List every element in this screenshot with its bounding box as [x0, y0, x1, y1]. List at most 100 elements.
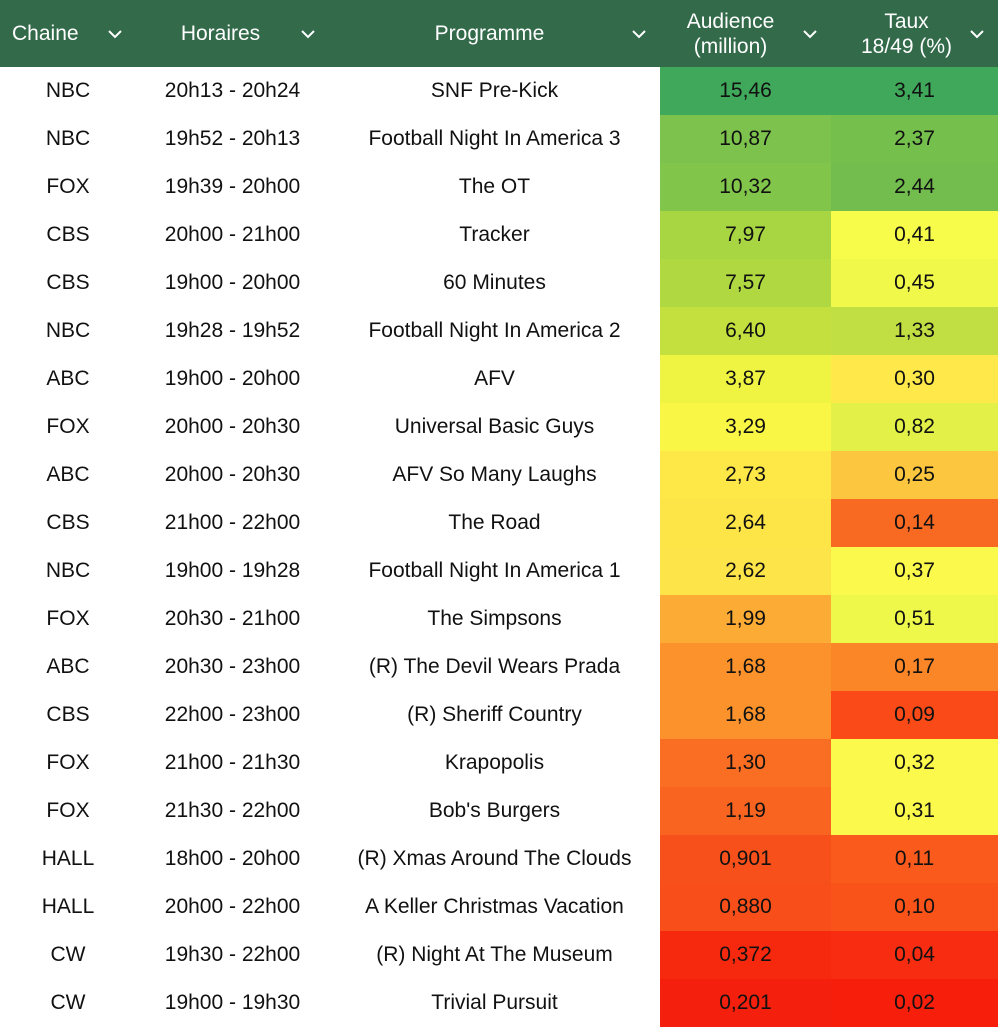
table-row: NBC 19h28 - 19h52 Football Night In Americ…: [0, 307, 998, 355]
cell-audience: 15,46: [660, 67, 831, 115]
table-row: NBC 20h13 - 20h24 SNF Pre-Kick 15,46 3,41: [0, 67, 998, 115]
cell-horaires: 20h13 - 20h24: [164, 79, 301, 102]
cell-taux: 0,31: [831, 787, 998, 835]
cell-programme: Trivial Pursuit: [431, 991, 558, 1014]
column-header-taux[interactable]: Taux 18/49 (%): [831, 0, 998, 67]
column-header-horaires[interactable]: Horaires: [136, 0, 329, 67]
table-row: ABC 19h00 - 20h00 AFV 3,87 0,30: [0, 355, 998, 403]
table-row: NBC 19h52 - 20h13 Football Night In Americ…: [0, 115, 998, 163]
cell-audience: 0,901: [660, 835, 831, 883]
cell-programme: 60 Minutes: [443, 271, 546, 294]
cell-chaine: NBC: [45, 79, 91, 102]
cell-chaine: FOX: [46, 799, 90, 822]
cell-chaine: CW: [50, 943, 86, 966]
cell-audience: 1,68: [660, 691, 831, 739]
cell-taux: 0,37: [831, 547, 998, 595]
cell-taux: 2,44: [831, 163, 998, 211]
cell-chaine: NBC: [45, 319, 91, 342]
cell-programme: SNF Pre-Kick: [430, 79, 559, 102]
cell-taux: 0,02: [831, 979, 998, 1027]
cell-horaires: 20h00 - 21h00: [164, 223, 301, 246]
cell-chaine: NBC: [45, 127, 91, 150]
cell-programme: AFV: [474, 367, 515, 390]
table-row: FOX 21h00 - 21h30 Krapopolis 1,30 0,32: [0, 739, 998, 787]
cell-programme: The Simpsons: [427, 607, 562, 630]
chevron-down-icon[interactable]: [106, 28, 124, 40]
cell-horaires: 19h30 - 22h00: [164, 943, 301, 966]
cell-chaine: ABC: [46, 655, 90, 678]
cell-chaine: FOX: [46, 175, 90, 198]
cell-programme: Football Night In America 1: [368, 559, 621, 582]
cell-audience: 7,97: [660, 211, 831, 259]
chevron-down-icon[interactable]: [299, 28, 317, 40]
cell-programme: Universal Basic Guys: [394, 415, 595, 438]
column-header-chaine[interactable]: Chaine: [0, 0, 136, 67]
cell-taux: 0,51: [831, 595, 998, 643]
cell-taux: 0,11: [831, 835, 998, 883]
cell-horaires: 19h52 - 20h13: [164, 127, 301, 150]
cell-audience: 0,880: [660, 883, 831, 931]
column-header-label: Taux: [884, 9, 929, 33]
cell-programme: Krapopolis: [444, 751, 545, 774]
cell-chaine: CW: [50, 991, 86, 1014]
cell-programme: A Keller Christmas Vacation: [365, 895, 624, 918]
chevron-down-icon[interactable]: [630, 28, 648, 40]
cell-chaine: FOX: [46, 607, 90, 630]
cell-programme: The Road: [448, 511, 541, 534]
table-row: NBC 19h00 - 19h28 Football Night In Americ…: [0, 547, 998, 595]
column-header-label: Horaires: [180, 22, 261, 45]
cell-chaine: CBS: [46, 703, 90, 726]
cell-horaires: 19h00 - 20h00: [164, 367, 301, 390]
cell-audience: 2,62: [660, 547, 831, 595]
cell-audience: 0,372: [660, 931, 831, 979]
cell-horaires: 20h30 - 21h00: [164, 607, 301, 630]
cell-horaires: 19h00 - 19h30: [164, 991, 301, 1014]
cell-audience: 6,40: [660, 307, 831, 355]
cell-audience: 10,32: [660, 163, 831, 211]
cell-taux: 0,30: [831, 355, 998, 403]
cell-programme: Football Night In America 3: [368, 127, 621, 150]
cell-horaires: 22h00 - 23h00: [164, 703, 301, 726]
table-row: ABC 20h30 - 23h00 (R) The Devil Wears Prad…: [0, 643, 998, 691]
cell-taux: 0,32: [831, 739, 998, 787]
table-row: FOX 21h30 - 22h00 Bob's Burgers 1,19 0,31: [0, 787, 998, 835]
cell-audience: 10,87: [660, 115, 831, 163]
cell-chaine: HALL: [41, 847, 95, 870]
cell-audience: 1,19: [660, 787, 831, 835]
chevron-down-icon[interactable]: [801, 28, 819, 40]
cell-taux: 0,17: [831, 643, 998, 691]
column-header-programme[interactable]: Programme: [329, 0, 660, 67]
cell-programme: Football Night In America 2: [368, 319, 621, 342]
cell-taux: 0,25: [831, 451, 998, 499]
cell-horaires: 21h30 - 22h00: [164, 799, 301, 822]
cell-taux: 0,04: [831, 931, 998, 979]
cell-taux: 0,14: [831, 499, 998, 547]
cell-audience: 2,73: [660, 451, 831, 499]
cell-horaires: 20h00 - 22h00: [164, 895, 301, 918]
table-row: FOX 19h39 - 20h00 The OT 10,32 2,44: [0, 163, 998, 211]
cell-taux: 1,33: [831, 307, 998, 355]
table-body: NBC 20h13 - 20h24 SNF Pre-Kick 15,46 3,41 NBC…: [0, 67, 998, 1027]
column-header-audience[interactable]: Audience (million): [660, 0, 831, 67]
table-row: CW 19h00 - 19h30 Trivial Pursuit 0,201 0,02: [0, 979, 998, 1027]
cell-programme: (R) Sheriff Country: [407, 703, 582, 726]
cell-chaine: CBS: [46, 511, 90, 534]
cell-horaires: 19h28 - 19h52: [164, 319, 301, 342]
cell-programme: (R) The Devil Wears Prada: [368, 655, 621, 678]
cell-horaires: 20h00 - 20h30: [164, 463, 301, 486]
cell-programme: Bob's Burgers: [428, 799, 561, 822]
cell-taux: 2,37: [831, 115, 998, 163]
cell-taux: 0,45: [831, 259, 998, 307]
cell-horaires: 20h00 - 20h30: [164, 415, 301, 438]
cell-audience: 1,99: [660, 595, 831, 643]
cell-horaires: 19h00 - 19h28: [164, 559, 301, 582]
table-row: CBS 19h00 - 20h00 60 Minutes 7,57 0,45: [0, 259, 998, 307]
chevron-down-icon[interactable]: [968, 28, 986, 40]
table-row: HALL 20h00 - 22h00 A Keller Christmas Vaca…: [0, 883, 998, 931]
cell-chaine: CBS: [46, 223, 90, 246]
column-header-label: Programme: [434, 22, 545, 45]
cell-taux: 0,10: [831, 883, 998, 931]
cell-chaine: ABC: [46, 367, 90, 390]
cell-programme: The OT: [458, 175, 531, 198]
